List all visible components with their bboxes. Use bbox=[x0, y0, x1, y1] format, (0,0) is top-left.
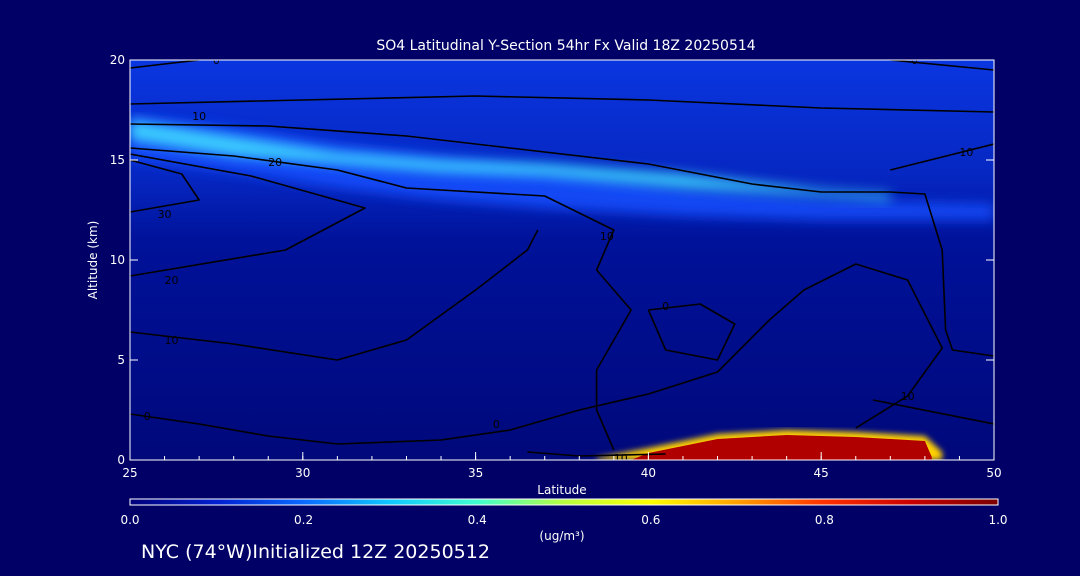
contour-line bbox=[130, 95, 994, 113]
y-tick-label: 20 bbox=[110, 53, 125, 67]
contour-label: 10 bbox=[192, 110, 206, 123]
x-axis: 25 30 35 40 45 50 bbox=[122, 452, 1002, 480]
contour-label: 30 bbox=[158, 208, 172, 221]
contour-label-layer: 10 20 30 20 10 0 10 0 0 10 10 0 0 10 bbox=[144, 54, 974, 465]
x-tick-label: 40 bbox=[641, 466, 656, 480]
contour-label: 20 bbox=[164, 274, 178, 287]
contour-line bbox=[890, 60, 994, 71]
contour-label: 0 bbox=[213, 54, 220, 67]
colorbar-tick-label: 0.6 bbox=[641, 513, 660, 527]
contour-label: 10 bbox=[600, 230, 614, 243]
colorbar bbox=[129, 498, 999, 506]
contour-label: 0 bbox=[144, 410, 151, 423]
contour-label: 20 bbox=[268, 156, 282, 169]
chart-title: SO4 Latitudinal Y-Section 54hr Fx Valid … bbox=[376, 38, 755, 54]
colorbar-tick-label: 0.0 bbox=[120, 513, 139, 527]
contour-line bbox=[890, 143, 994, 171]
x-axis-label: Latitude bbox=[537, 483, 586, 497]
contour-line bbox=[130, 263, 943, 445]
contour-line bbox=[130, 153, 366, 277]
contour-label: 10 bbox=[614, 452, 628, 465]
y-tick-label: 5 bbox=[117, 353, 125, 367]
colorbar-tick-label: 0.2 bbox=[294, 513, 313, 527]
y-axis: 0 5 10 15 20 bbox=[110, 53, 994, 467]
plot-area: 10 20 30 20 10 0 10 0 0 10 10 0 0 10 bbox=[130, 54, 994, 465]
contour-line bbox=[130, 159, 200, 213]
footer-text: NYC (74°W)Initialized 12Z 20250512 bbox=[141, 541, 490, 563]
contour-layer bbox=[130, 60, 994, 457]
colorbar-gradient bbox=[129, 498, 999, 506]
colorbar-tick-label: 0.4 bbox=[468, 513, 487, 527]
contour-line bbox=[130, 123, 994, 357]
field-band bbox=[130, 120, 891, 200]
colorbar-tick-label: 1.0 bbox=[988, 513, 1007, 527]
y-tick-label: 0 bbox=[117, 453, 125, 467]
field-plume-core bbox=[631, 435, 932, 460]
colorbar-ticks: 0.0 0.2 0.4 0.6 0.8 1.0 bbox=[120, 513, 1007, 527]
x-tick-label: 25 bbox=[122, 466, 137, 480]
x-tick-label: 30 bbox=[295, 466, 310, 480]
contour-label: 10 bbox=[164, 334, 178, 347]
contour-line bbox=[130, 60, 200, 69]
y-axis-label: Altitude (km) bbox=[86, 221, 100, 300]
contour-line bbox=[130, 229, 539, 361]
y-tick-label: 15 bbox=[110, 153, 125, 167]
colorbar-tick-label: 0.8 bbox=[815, 513, 834, 527]
field-band bbox=[130, 116, 994, 220]
contour-label: 0 bbox=[662, 300, 669, 313]
contour-label: 0 bbox=[911, 54, 918, 67]
colorbar-label: (ug/m³) bbox=[539, 529, 584, 543]
contour-line bbox=[647, 303, 736, 361]
plot-background bbox=[130, 60, 994, 460]
field-layer bbox=[130, 116, 994, 460]
x-tick-label: 50 bbox=[986, 466, 1001, 480]
contour-label: 0 bbox=[493, 418, 500, 431]
y-tick-label: 10 bbox=[110, 253, 125, 267]
contour-label: 10 bbox=[959, 146, 973, 159]
x-tick-label: 45 bbox=[814, 466, 829, 480]
x-tick-label: 35 bbox=[468, 466, 483, 480]
contour-label: 10 bbox=[901, 390, 915, 403]
contour-line bbox=[130, 147, 632, 451]
